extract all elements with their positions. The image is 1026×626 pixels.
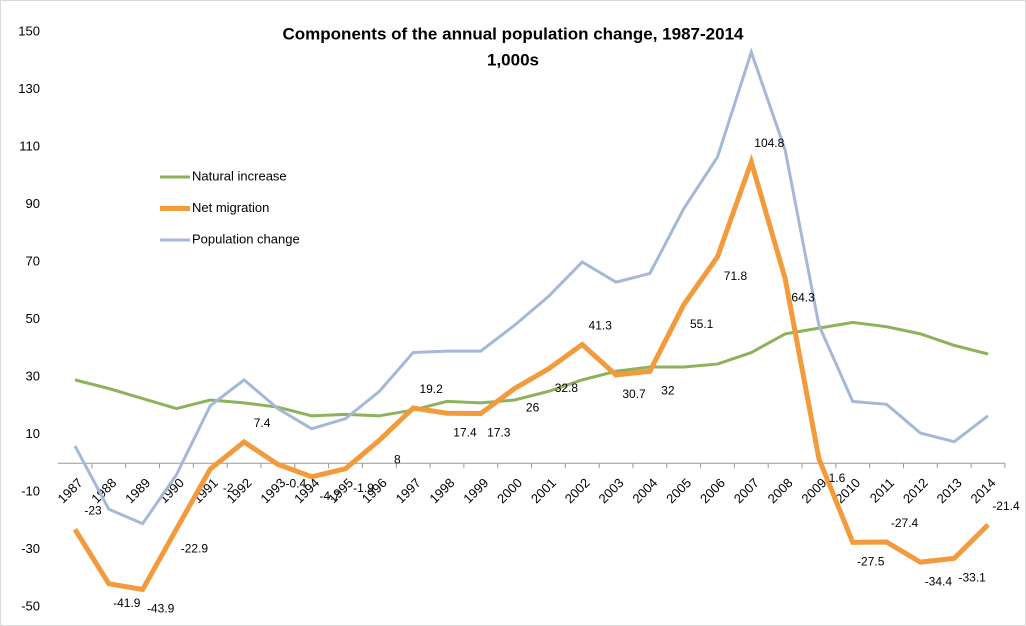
y-tick-label: 110 [19, 138, 40, 153]
series-line [73, 47, 989, 526]
y-tick-label: 10 [26, 426, 40, 441]
y-tick-label: 90 [26, 196, 40, 211]
data-label: -27.5 [857, 554, 885, 568]
data-label: 32 [661, 383, 675, 397]
data-label: -23 [84, 504, 102, 518]
y-tick-label: 30 [26, 368, 40, 383]
legend-label: Net migration [192, 200, 269, 215]
y-tick-label: 150 [18, 23, 40, 38]
legend-label: Natural increase [192, 168, 287, 183]
data-label: -2 [223, 481, 234, 495]
data-label: -0.4 [286, 477, 307, 491]
y-tick-label: 50 [26, 311, 40, 326]
data-label: 30.7 [622, 387, 646, 401]
data-label: 17.3 [487, 426, 511, 440]
series-line [72, 153, 990, 593]
chart-title: Components of the annual population chan… [283, 24, 745, 43]
data-label: 71.8 [724, 269, 748, 283]
data-label: -43.9 [147, 602, 175, 616]
data-label: 19.2 [419, 382, 443, 396]
series-line [74, 320, 989, 418]
legend-label: Population change [192, 231, 300, 246]
y-tick-label: -50 [21, 598, 40, 613]
data-label: 8 [394, 452, 401, 466]
data-label: 17.4 [453, 425, 477, 439]
data-label: -34.4 [925, 574, 953, 588]
data-label: 55.1 [690, 317, 714, 331]
y-tick-label: 70 [26, 253, 40, 268]
data-label: -4.7 [319, 489, 340, 503]
data-label: -1.9 [353, 481, 374, 495]
data-label: -27.4 [891, 516, 919, 530]
y-tick-label: 130 [18, 81, 40, 96]
data-label: -41.9 [113, 596, 141, 610]
data-label: -22.9 [181, 541, 209, 555]
data-label: -21.4 [992, 499, 1020, 513]
chart-subtitle: 1,000s [487, 50, 539, 69]
data-label: 32.8 [555, 381, 579, 395]
y-tick-label: -30 [21, 541, 40, 556]
data-label: 41.3 [589, 319, 613, 333]
data-label: 1.6 [829, 471, 846, 485]
data-label: 7.4 [254, 416, 271, 430]
data-label: 104.8 [754, 136, 784, 150]
y-tick-label: -10 [21, 483, 40, 498]
data-label: -33.1 [959, 571, 987, 585]
data-label: 26 [526, 401, 540, 415]
data-label: 64.3 [791, 291, 815, 305]
